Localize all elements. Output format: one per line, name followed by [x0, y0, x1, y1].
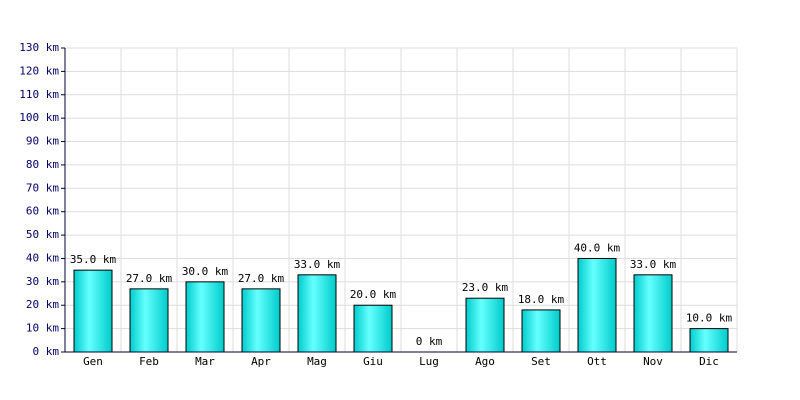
x-tick-label: Giu: [363, 355, 383, 368]
y-tick-label: 0 km: [33, 345, 60, 358]
y-tick-label: 130 km: [19, 41, 59, 54]
y-tick-label: 90 km: [26, 135, 59, 148]
bar: [73, 269, 113, 353]
x-tick-label: Ott: [587, 355, 607, 368]
bar: [465, 297, 505, 353]
value-label: 18.0 km: [518, 293, 565, 306]
value-label: 33.0 km: [294, 258, 341, 271]
y-tick-label: 100 km: [19, 111, 59, 124]
y-tick-label: 120 km: [19, 64, 59, 77]
bar: [241, 288, 281, 353]
value-label: 27.0 km: [126, 272, 173, 285]
x-tick-label: Feb: [139, 355, 159, 368]
x-tick-label: Apr: [251, 355, 271, 368]
y-tick-label: 60 km: [26, 205, 59, 218]
bar: [521, 309, 561, 353]
value-label: 23.0 km: [462, 281, 509, 294]
y-tick-label: 40 km: [26, 251, 59, 264]
x-tick-label: Ago: [475, 355, 495, 368]
x-tick-label: Mag: [307, 355, 327, 368]
bar: [129, 288, 169, 353]
bar: [353, 304, 393, 353]
bar: [633, 274, 673, 353]
y-tick-label: 50 km: [26, 228, 59, 241]
y-tick-label: 20 km: [26, 298, 59, 311]
x-tick-label: Dic: [699, 355, 719, 368]
x-tick-label: Lug: [419, 355, 439, 368]
bar: [577, 257, 617, 353]
value-label: 35.0 km: [70, 253, 117, 266]
value-label: 20.0 km: [350, 288, 397, 301]
x-tick-label: Mar: [195, 355, 215, 368]
value-label: 0 km: [416, 335, 443, 348]
x-tick-label: Nov: [643, 355, 663, 368]
y-tick-label: 10 km: [26, 322, 59, 335]
x-tick-label: Gen: [83, 355, 103, 368]
value-label: 10.0 km: [686, 312, 733, 325]
y-tick-label: 80 km: [26, 158, 59, 171]
value-label: 30.0 km: [182, 265, 229, 278]
value-label: 33.0 km: [630, 258, 677, 271]
value-label: 27.0 km: [238, 272, 285, 285]
y-tick-label: 30 km: [26, 275, 59, 288]
bar: [185, 281, 225, 353]
bar: [297, 274, 337, 353]
y-tick-label: 70 km: [26, 181, 59, 194]
y-tick-label: 110 km: [19, 88, 59, 101]
value-label: 40.0 km: [574, 241, 621, 254]
x-tick-label: Set: [531, 355, 551, 368]
bar: [689, 328, 729, 353]
